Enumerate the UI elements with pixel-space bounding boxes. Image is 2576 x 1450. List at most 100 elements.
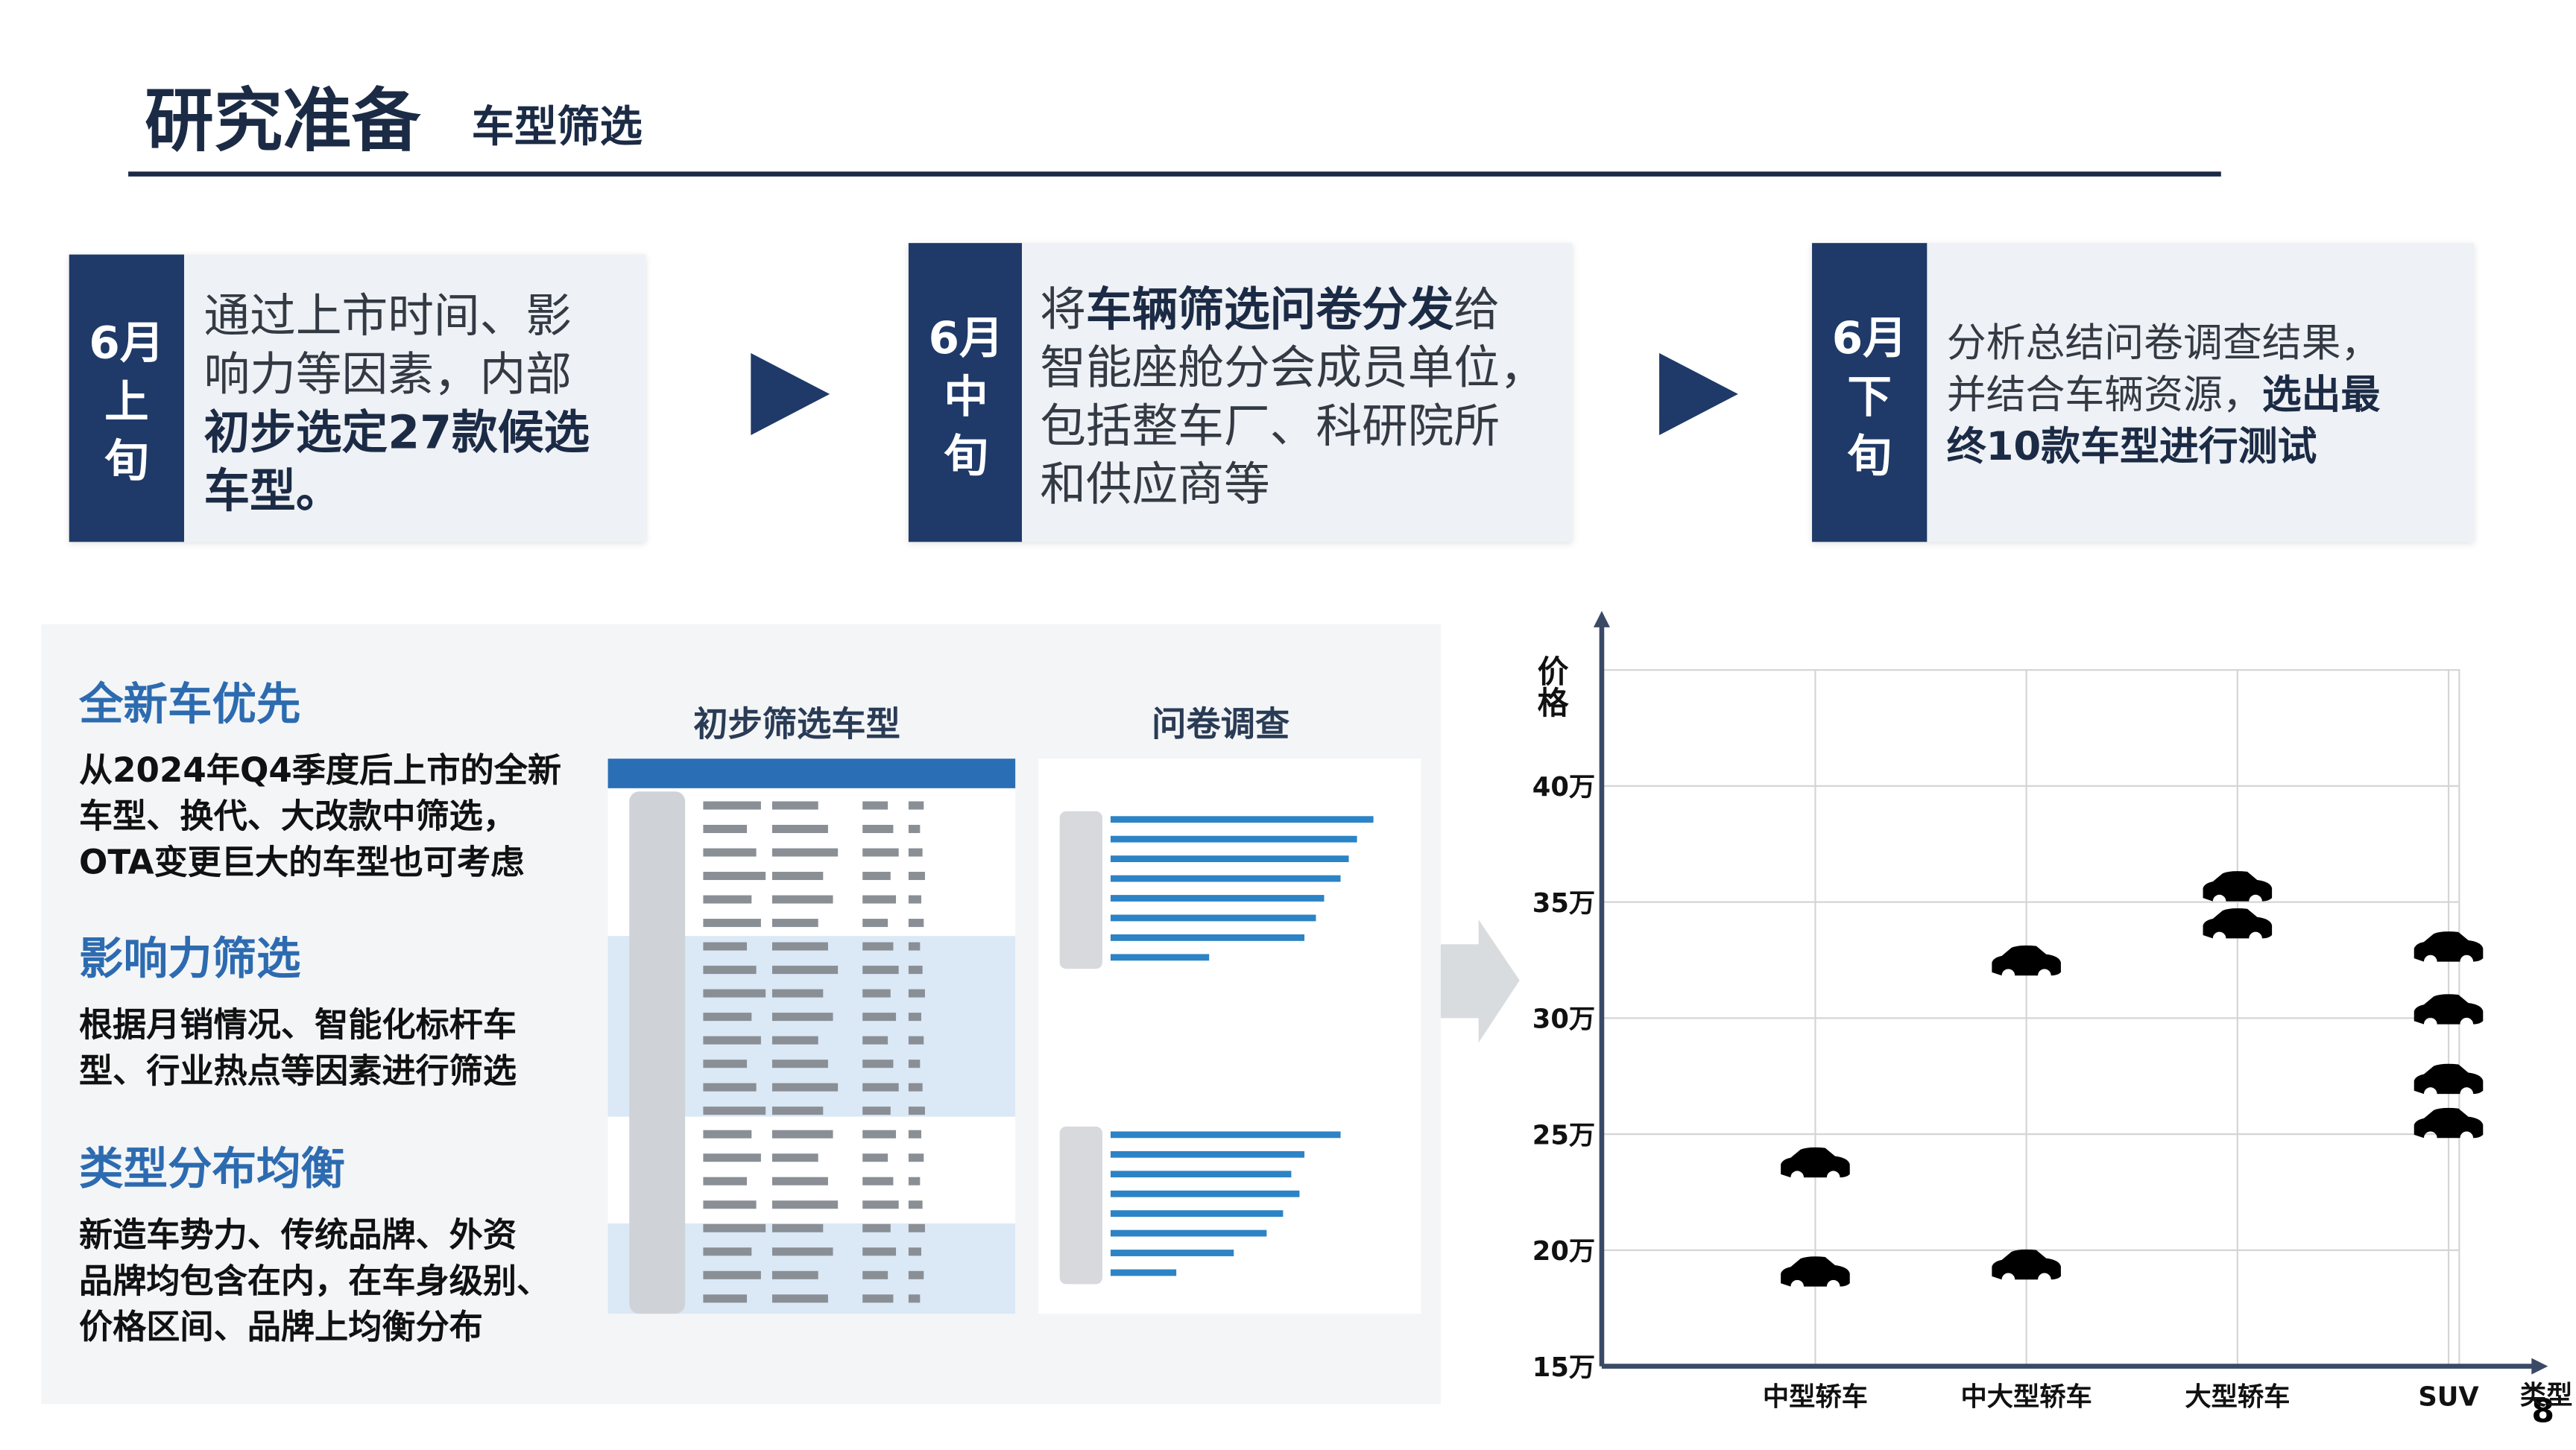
step-text-run: 并结合车辆资源， [1947, 373, 2262, 418]
step-label: 旬 [104, 436, 149, 487]
table-cell [771, 1177, 828, 1185]
car-point [2203, 908, 2273, 939]
step-text-run: 选出最 [2262, 373, 2381, 418]
criteria-text: 价格区间、品牌上均衡分布 [79, 1307, 483, 1346]
survey-bar [1110, 1210, 1284, 1218]
table-cell [703, 989, 766, 998]
table-cell [908, 1153, 924, 1162]
table-cell [862, 801, 888, 810]
step-text-run: 终10款车型进行测试 [1947, 424, 2317, 469]
table-cell [771, 801, 818, 810]
criteria-text: 车型、换代、大改款中筛选， [79, 797, 517, 836]
car-point [1781, 1256, 1850, 1287]
x-tick-label: 大型轿车 [2185, 1381, 2290, 1412]
table-cell [862, 1270, 888, 1279]
car-point [2414, 994, 2484, 1025]
step-text: 分析总结问卷调查结果， [1947, 320, 2381, 366]
table-cell [908, 942, 921, 951]
step-text-run: 分析总结问卷调查结果， [1947, 320, 2381, 366]
y-tick-label: 15万 [1532, 1352, 1595, 1383]
y-tick-label: 40万 [1532, 772, 1595, 802]
step-text: 终10款车型进行测试 [1947, 424, 2317, 469]
table-cell [703, 919, 761, 928]
table-cell [862, 1060, 894, 1068]
table-cell [771, 895, 833, 904]
table-cell [771, 1130, 833, 1139]
table-cell [771, 1223, 824, 1232]
table-cell [771, 848, 839, 857]
step-text: 车型。 [203, 464, 341, 518]
table-cell [862, 1177, 894, 1185]
table-cell [908, 1294, 921, 1303]
survey-bar [1110, 1229, 1267, 1237]
table-cell [703, 1107, 766, 1115]
table-cell [862, 1247, 897, 1256]
y-tick-label: 25万 [1532, 1120, 1595, 1150]
table-cell [703, 1036, 761, 1045]
table-cell [908, 966, 923, 975]
step-label: 中 [944, 372, 988, 423]
step-label: 下 [1847, 372, 1891, 423]
table-rows [703, 801, 925, 1303]
survey-bar [1110, 816, 1374, 823]
table-cell [862, 895, 897, 904]
car-point [1992, 1249, 2061, 1280]
table-cell [703, 1223, 766, 1232]
table-cell [862, 1036, 888, 1045]
table-cell [771, 1060, 828, 1068]
flow-arrow [1440, 919, 1520, 1043]
table-cell [703, 872, 766, 881]
table-cell [703, 1270, 761, 1279]
step-text: 和供应商等 [1040, 458, 1269, 511]
step-text: 将车辆筛选问卷分发给 [1040, 282, 1500, 336]
step-text: 包括整车厂、科研院所 [1040, 399, 1500, 453]
car-point [2414, 1107, 2484, 1139]
step-text: 通过上市时间、影 [203, 289, 572, 343]
table-cell [703, 942, 748, 951]
criteria-text: 新造车势力、传统品牌、外资 [79, 1215, 517, 1255]
table-cell [703, 1130, 752, 1139]
survey-block [1059, 811, 1102, 969]
table-cell [771, 1036, 818, 1045]
table-cell [771, 989, 824, 998]
table-cell [862, 1153, 888, 1162]
title: 研究准备 [145, 80, 422, 161]
table-header [607, 759, 1016, 788]
table-cell [771, 966, 839, 975]
table-cell [862, 1294, 894, 1303]
step-text-run: 给 [1453, 282, 1500, 336]
table-cell [862, 848, 899, 857]
survey-bar [1110, 855, 1349, 863]
image-title: 问卷调查 [1152, 703, 1290, 744]
table-cell [862, 1200, 899, 1209]
table-cell [703, 848, 757, 857]
step-text: 响力等因素，内部 [203, 347, 572, 401]
survey-block [1059, 1126, 1102, 1285]
y-tick-label: 30万 [1532, 1004, 1595, 1035]
step-label: 6月 [89, 317, 164, 369]
table-cell [703, 1294, 748, 1303]
table-cell [862, 942, 894, 951]
step-label: 6月 [929, 313, 1004, 364]
table-screenshot [607, 759, 1016, 1314]
step-label: 旬 [944, 431, 988, 483]
table-cell [908, 848, 923, 857]
image-title: 初步筛选车型 [693, 703, 900, 744]
step-text-run: 响力等因素，内部 [203, 347, 572, 401]
step-text-run: 和供应商等 [1040, 458, 1269, 511]
criteria-heading: 影响力筛选 [79, 934, 301, 985]
survey-bar [1110, 875, 1341, 882]
car-point [2414, 931, 2484, 962]
step-label: 上 [104, 377, 149, 428]
arrow [1659, 352, 1738, 436]
survey-screenshot [1038, 759, 1421, 1314]
table-cell [703, 1200, 757, 1209]
table-cell [908, 824, 921, 834]
survey-bar [1110, 1250, 1234, 1256]
step-text: 并结合车辆资源，选出最 [1947, 373, 2381, 418]
x-tick-label: SUV [2418, 1381, 2479, 1412]
table-cell [771, 919, 818, 928]
table-cell [703, 1013, 752, 1022]
table-cell [771, 1013, 833, 1022]
table-cell [862, 1107, 891, 1115]
